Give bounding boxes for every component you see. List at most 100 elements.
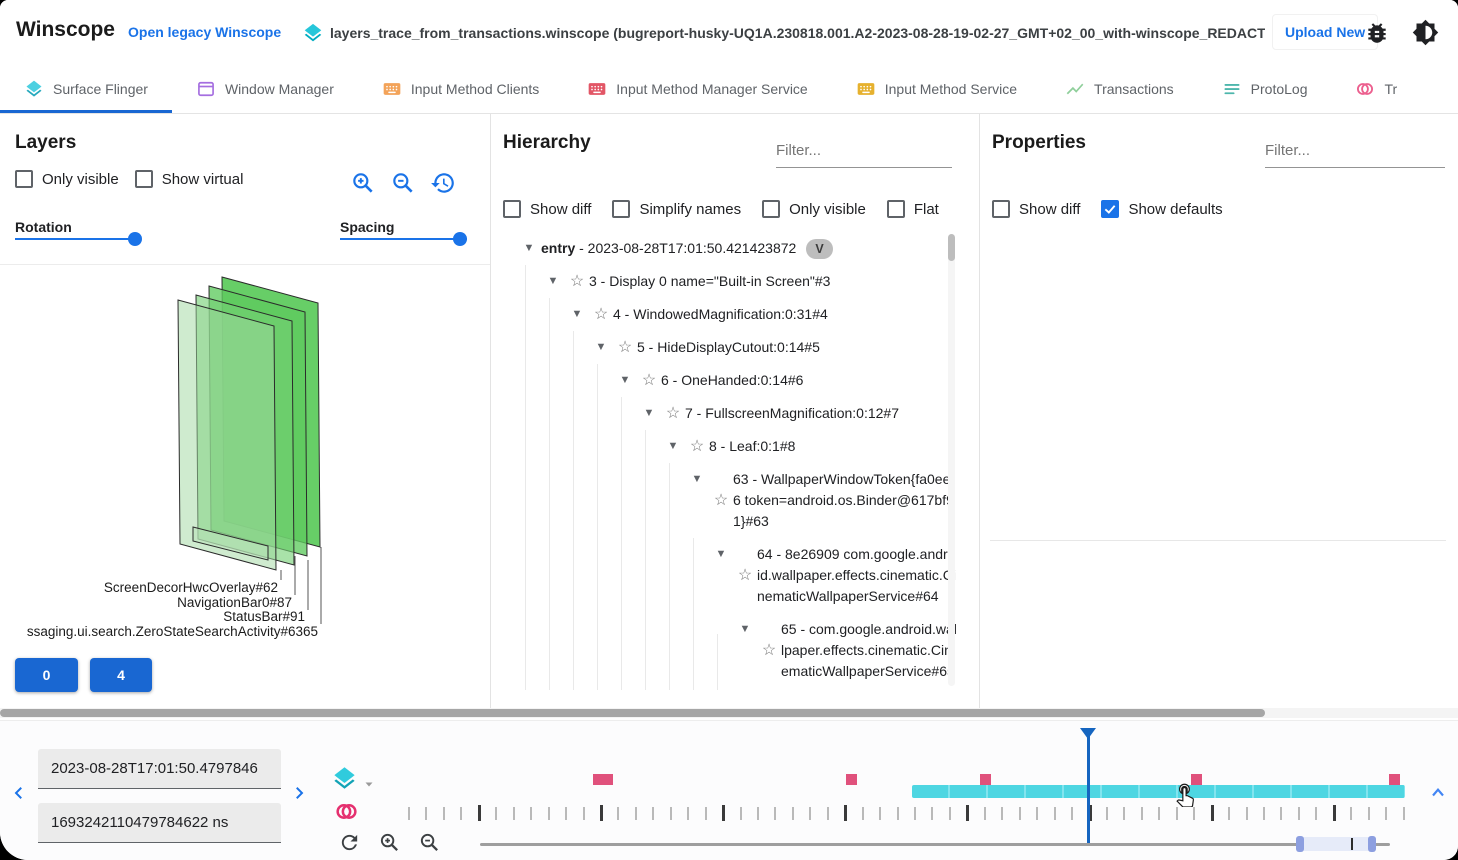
tab-surface-flinger[interactable]: Surface Flinger (0, 64, 172, 113)
layer-label: StatusBar#91 (223, 609, 305, 624)
bookmark-marker[interactable] (602, 774, 613, 785)
layers-3d-view[interactable] (0, 264, 490, 644)
next-entry-icon[interactable] (290, 783, 310, 805)
rotation-slider-thumb[interactable] (128, 232, 142, 246)
tree-node[interactable]: ▼ ☆ 8 - Leaf:0:1#8 (661, 430, 957, 463)
checkbox-icon[interactable] (992, 200, 1010, 218)
tree-node[interactable]: ▼ ☆ 5 - HideDisplayCutout:0:14#5 (589, 331, 957, 364)
tree-node[interactable]: ▼ ☆ 4 - WindowedMagnification:0:31#4 (565, 298, 957, 331)
report-bug-icon[interactable] (1364, 20, 1390, 46)
tab-input-method-manager-service[interactable]: Input Method Manager Service (563, 64, 831, 113)
star-icon[interactable]: ☆ (617, 339, 633, 356)
chevron-down-icon[interactable]: ▼ (571, 308, 583, 320)
scrollbar-thumb[interactable] (948, 234, 955, 261)
only-visible-checkbox[interactable]: Only visible (15, 170, 119, 188)
upload-new-button[interactable]: Upload New (1272, 14, 1379, 50)
refresh-icon[interactable] (338, 831, 362, 855)
timeline-range-track[interactable] (480, 843, 1390, 846)
zoom-in-icon[interactable] (378, 831, 402, 855)
zoom-out-icon[interactable] (390, 170, 416, 196)
range-handle-right[interactable] (1368, 836, 1376, 852)
spacing-slider-thumb[interactable] (453, 232, 467, 246)
reset-view-icon[interactable] (430, 170, 456, 196)
tree-node[interactable]: ▼ ☆ 65 - com.google.android.wallpaper.eff… (733, 613, 957, 688)
range-handle-left[interactable] (1296, 836, 1304, 852)
tree-node[interactable]: ▼ ☆ 7 - FullscreenMagnification:0:12#7 (637, 397, 957, 430)
zoom-in-icon[interactable] (350, 170, 376, 196)
checkbox-icon[interactable] (762, 200, 781, 218)
chevron-down-icon[interactable]: ▼ (643, 407, 655, 419)
chevron-down-icon[interactable]: ▼ (619, 374, 631, 386)
bookmark-marker[interactable] (1389, 774, 1400, 785)
tree-node[interactable]: ▼ ☆ 64 - 8e26909 com.google.android.wallp… (709, 538, 957, 613)
bookmark-marker[interactable] (593, 774, 604, 785)
star-icon[interactable]: ☆ (641, 372, 657, 389)
star-icon[interactable]: ☆ (713, 492, 729, 509)
dark-mode-toggle-icon[interactable] (1412, 19, 1439, 46)
tab-window-manager[interactable]: Window Manager (172, 64, 358, 113)
simplify-names-checkbox[interactable]: Simplify names (612, 200, 741, 218)
checkbox-checked-icon[interactable] (1101, 200, 1120, 218)
tab-transitions[interactable]: Tr (1331, 64, 1421, 113)
chevron-down-icon[interactable]: ▼ (667, 440, 679, 452)
hierarchy-scrollbar[interactable] (948, 234, 955, 686)
chevron-down-icon[interactable]: ▼ (691, 473, 703, 485)
surface-flinger-trace-icon[interactable] (331, 765, 358, 797)
checkbox-icon[interactable] (134, 170, 153, 188)
show-diff-checkbox[interactable]: Show diff (992, 200, 1080, 218)
properties-filter-input[interactable]: Filter... (1265, 142, 1445, 168)
tab-input-method-service[interactable]: Input Method Service (832, 64, 1041, 113)
bookmark-marker[interactable] (846, 774, 857, 785)
scrollbar-thumb[interactable] (0, 709, 1265, 717)
show-diff-checkbox[interactable]: Show diff (503, 200, 591, 218)
timestamp-human-input[interactable]: 2023-08-28T17:01:50.4797846 (38, 749, 281, 789)
zoom-out-icon[interactable] (418, 831, 442, 855)
playhead-handle[interactable] (1080, 728, 1096, 739)
chevron-down-icon[interactable]: ▼ (595, 341, 607, 353)
show-defaults-checkbox[interactable]: Show defaults (1101, 200, 1223, 218)
horizontal-scrollbar[interactable] (0, 708, 1458, 718)
checkbox-icon[interactable] (612, 200, 631, 218)
playhead[interactable] (1087, 730, 1090, 844)
chevron-down-icon[interactable]: ▼ (715, 548, 727, 560)
open-legacy-link[interactable]: Open legacy Winscope (128, 24, 282, 40)
tree-node[interactable]: ▼ ☆ 3 - Display 0 name="Built-in Screen"#… (541, 265, 957, 298)
tree-node[interactable]: ▼ ☆ 63 - WallpaperWindowToken{fa0eef6 tok… (685, 463, 957, 538)
star-icon[interactable]: ☆ (689, 438, 705, 455)
only-visible-checkbox[interactable]: Only visible (762, 200, 866, 218)
previous-entry-icon[interactable] (10, 783, 30, 805)
checkbox-icon[interactable] (15, 170, 33, 188)
show-virtual-checkbox[interactable]: Show virtual (134, 170, 243, 188)
v-chip[interactable]: V (806, 238, 833, 259)
rotation-slider[interactable] (15, 232, 142, 246)
star-icon[interactable]: ☆ (665, 405, 681, 422)
chevron-down-icon[interactable] (363, 777, 375, 795)
tab-protolog[interactable]: ProtoLog (1198, 64, 1332, 113)
timestamp-ns-input[interactable]: 1693242110479784622 ns (38, 803, 281, 843)
rect-id-button-4[interactable]: 4 (90, 658, 152, 692)
bookmark-marker[interactable] (980, 774, 991, 785)
chevron-down-icon[interactable]: ▼ (547, 275, 559, 287)
star-icon[interactable]: ☆ (761, 642, 777, 659)
star-icon[interactable]: ☆ (737, 567, 753, 584)
chevron-down-icon[interactable]: ▼ (739, 623, 751, 635)
chevron-down-icon[interactable]: ▼ (523, 242, 535, 254)
tree-node[interactable]: ▼ ☆ 6 - OneHanded:0:14#6 (613, 364, 957, 397)
surface-flinger-trace-bar[interactable] (912, 785, 1405, 798)
bookmark-marker[interactable] (1191, 774, 1202, 785)
hierarchy-filter-input[interactable]: Filter... (776, 142, 952, 168)
timeline-range-selection[interactable] (1303, 837, 1373, 851)
star-icon[interactable]: ☆ (593, 306, 609, 323)
checkbox-icon[interactable] (503, 200, 521, 218)
checkbox-icon[interactable] (886, 200, 905, 218)
tab-transactions[interactable]: Transactions (1041, 64, 1198, 113)
spacing-slider[interactable] (340, 232, 467, 246)
tab-input-method-clients[interactable]: Input Method Clients (358, 64, 563, 113)
collapse-timeline-icon[interactable] (1428, 783, 1448, 805)
tree-node-entry[interactable]: ▼ entry - 2023-08-28T17:01:50.421423872 … (517, 232, 957, 265)
timeline-ruler[interactable] (408, 805, 1420, 821)
star-icon[interactable]: ☆ (569, 273, 585, 290)
flat-checkbox[interactable]: Flat (886, 200, 939, 218)
rect-id-button-0[interactable]: 0 (15, 658, 78, 692)
transitions-trace-icon[interactable] (334, 799, 359, 829)
